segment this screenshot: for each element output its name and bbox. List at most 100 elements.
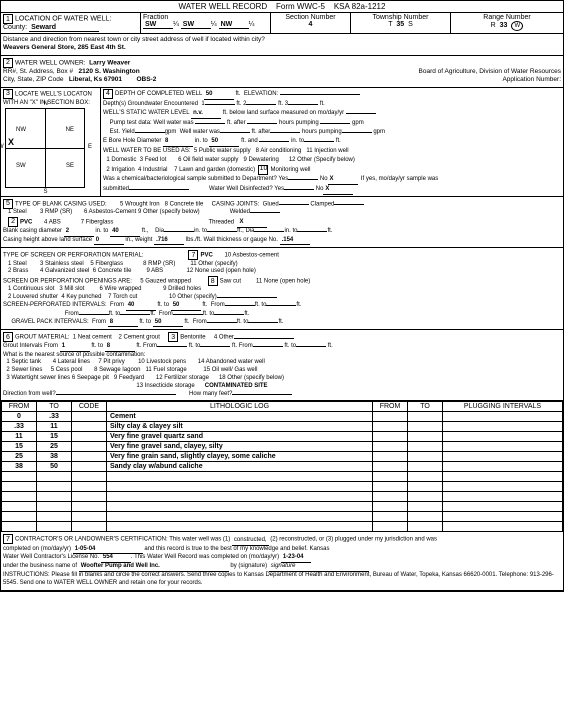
section-lbl: Section Number: [285, 14, 335, 21]
gauge-val: .154: [280, 237, 310, 246]
pvc: PVC: [20, 219, 32, 225]
log-row-empty: [2, 492, 563, 502]
owner-name: Larry Weaver: [89, 59, 130, 66]
grav-from: 8: [108, 319, 138, 328]
screen-7: 7: [188, 250, 198, 260]
contaminated-site: CONTAMINATED SITE: [205, 383, 268, 389]
compass-box: N S W E NW NE SW SE X: [5, 108, 85, 188]
log-row: .3311Silty clay & clayey silt: [2, 422, 563, 432]
lic-no: 554: [101, 554, 131, 563]
col-litho: LITHOLOGIC LOG: [107, 402, 373, 412]
range-val: 33: [500, 22, 508, 29]
gint-to: 8: [105, 343, 135, 352]
owner-row: 2WATER WELL OWNER: Larry Weaver RR#, St.…: [1, 56, 563, 88]
col-to: TO: [37, 402, 72, 412]
city: Liberal, Ks 67901: [69, 76, 122, 83]
screen-section: TYPE OF SCREEN OR PERFORATION MATERIAL: …: [1, 248, 563, 330]
threaded-x: X: [237, 219, 267, 228]
diam1: 2: [64, 228, 94, 237]
compass-depth-row: 3LOCATE WELL'S LOCATON WITH AN "X" IN SE…: [1, 88, 563, 197]
rec-date: 1-23-04: [281, 554, 311, 563]
log-row: 3850Sandy clay w/abund caliche: [2, 462, 563, 472]
owner-lbl: WATER WELL OWNER:: [15, 59, 86, 66]
location-row: 1LOCATION OF WATER WELL: County: Seward …: [1, 13, 563, 34]
gint-from: 1: [60, 343, 90, 352]
county-val: Seward: [29, 24, 99, 32]
log-row: 1115Very fine gravel quartz sand: [2, 432, 563, 442]
log-row: 1525Very fine gravel sand, clayey, silty: [2, 442, 563, 452]
chem-no: X: [328, 175, 358, 185]
weight-val: .716: [154, 237, 184, 246]
f3: NW: [219, 21, 249, 29]
owner-addr: 2120 S. Washington: [79, 68, 140, 75]
col-code: CODE: [72, 402, 107, 412]
cert-section: 7CONTRACTOR'S OR LANDOWNER'S CERTIFICATI…: [1, 532, 563, 590]
x-mark: X: [8, 137, 14, 147]
disinf-no: X: [323, 185, 353, 195]
col-plug: PLUGGING INTERVALS: [443, 402, 563, 412]
title: WATER WELL RECORD: [179, 2, 268, 11]
height-val: 0: [94, 237, 124, 246]
form-header: WATER WELL RECORD Form WWC-5 KSA 82a-121…: [1, 1, 563, 13]
form-no: Form WWC-5: [276, 2, 325, 11]
signature: signature: [269, 563, 369, 572]
static-val: n.v.: [191, 109, 221, 119]
log-row-empty: [2, 522, 563, 532]
perf-from: 40: [126, 302, 156, 311]
fraction-lbl: Fraction: [143, 14, 168, 21]
bore-to: 50: [209, 137, 239, 147]
constructed: constructed,: [232, 537, 269, 546]
casing-section: 5TYPE OF BLANK CASING USED: 5 Wrought Ir…: [1, 197, 563, 249]
township-lbl: Township Number: [372, 14, 428, 21]
obs: OBS-2: [136, 76, 156, 83]
addr-val: Weavers General Store, 285 East 4th St.: [3, 44, 126, 51]
app-lbl: Application Number:: [502, 76, 561, 84]
depth-lbl: DEPTH OF COMPLETED WELL: [115, 91, 202, 97]
section-num-6: 6: [3, 332, 13, 342]
bus-name: Woofter Pump and Well Inc.: [79, 563, 229, 572]
perf-to: 50: [171, 302, 201, 311]
diam2: 40: [110, 228, 140, 237]
grout-3: 3: [168, 332, 178, 342]
section-num-4: 4: [103, 89, 113, 99]
address-row: Distance and direction from nearest town…: [1, 34, 563, 56]
log-row: 0.33Cement: [2, 412, 563, 422]
county-lbl: County:: [3, 24, 27, 31]
log-row-empty: [2, 482, 563, 492]
section-num-2: 2: [3, 58, 13, 68]
section-num-3: 3: [3, 89, 13, 99]
f1: SW: [143, 21, 173, 29]
log-row-empty: [2, 502, 563, 512]
form-container: WATER WELL RECORD Form WWC-5 KSA 82a-121…: [0, 0, 564, 592]
comp-date: 1-05-04: [73, 546, 143, 555]
casing-2: 2: [8, 217, 18, 227]
ew-circle: W: [511, 21, 523, 31]
log-row-empty: [2, 472, 563, 482]
col-from2: FROM: [373, 402, 408, 412]
bore-val: 8: [163, 137, 193, 147]
log-row: 2538Very fine grain sand, slightly claye…: [2, 452, 563, 462]
lithologic-log-table: FROM TO CODE LITHOLOGIC LOG FROM TO PLUG…: [1, 401, 563, 532]
depth-val: 50: [204, 90, 234, 100]
ksa: KSA 82a-1212: [334, 2, 386, 11]
addr-lbl: Distance and direction from nearest town…: [3, 36, 265, 43]
use-10: 10: [258, 165, 268, 175]
board: Board of Agriculture, Division of Water …: [419, 68, 561, 76]
col-to2: TO: [408, 402, 443, 412]
section-num-1: 1: [3, 14, 13, 24]
f2: SW: [181, 21, 211, 29]
township-val: 35: [396, 21, 404, 28]
col-from: FROM: [2, 402, 37, 412]
range-lbl: Range Number: [483, 14, 530, 21]
grout-section: 6GROUT MATERIAL: 1 Neat cement 2 Cement …: [1, 330, 563, 401]
instructions: INSTRUCTIONS: Please fill in blanks and …: [3, 572, 554, 586]
loc-label: LOCATION OF WATER WELL:: [15, 16, 111, 23]
section-val: 4: [309, 21, 313, 28]
log-row-empty: [2, 512, 563, 522]
section-num-7: 7: [3, 534, 13, 544]
open-8: 8: [208, 276, 218, 286]
section-num-5: 5: [3, 199, 13, 209]
city-lbl: City, State, ZIP Code: [3, 76, 63, 83]
grav-to: 50: [153, 319, 183, 328]
owner-addr-lbl: RR#, St. Address, Box #: [3, 68, 73, 75]
